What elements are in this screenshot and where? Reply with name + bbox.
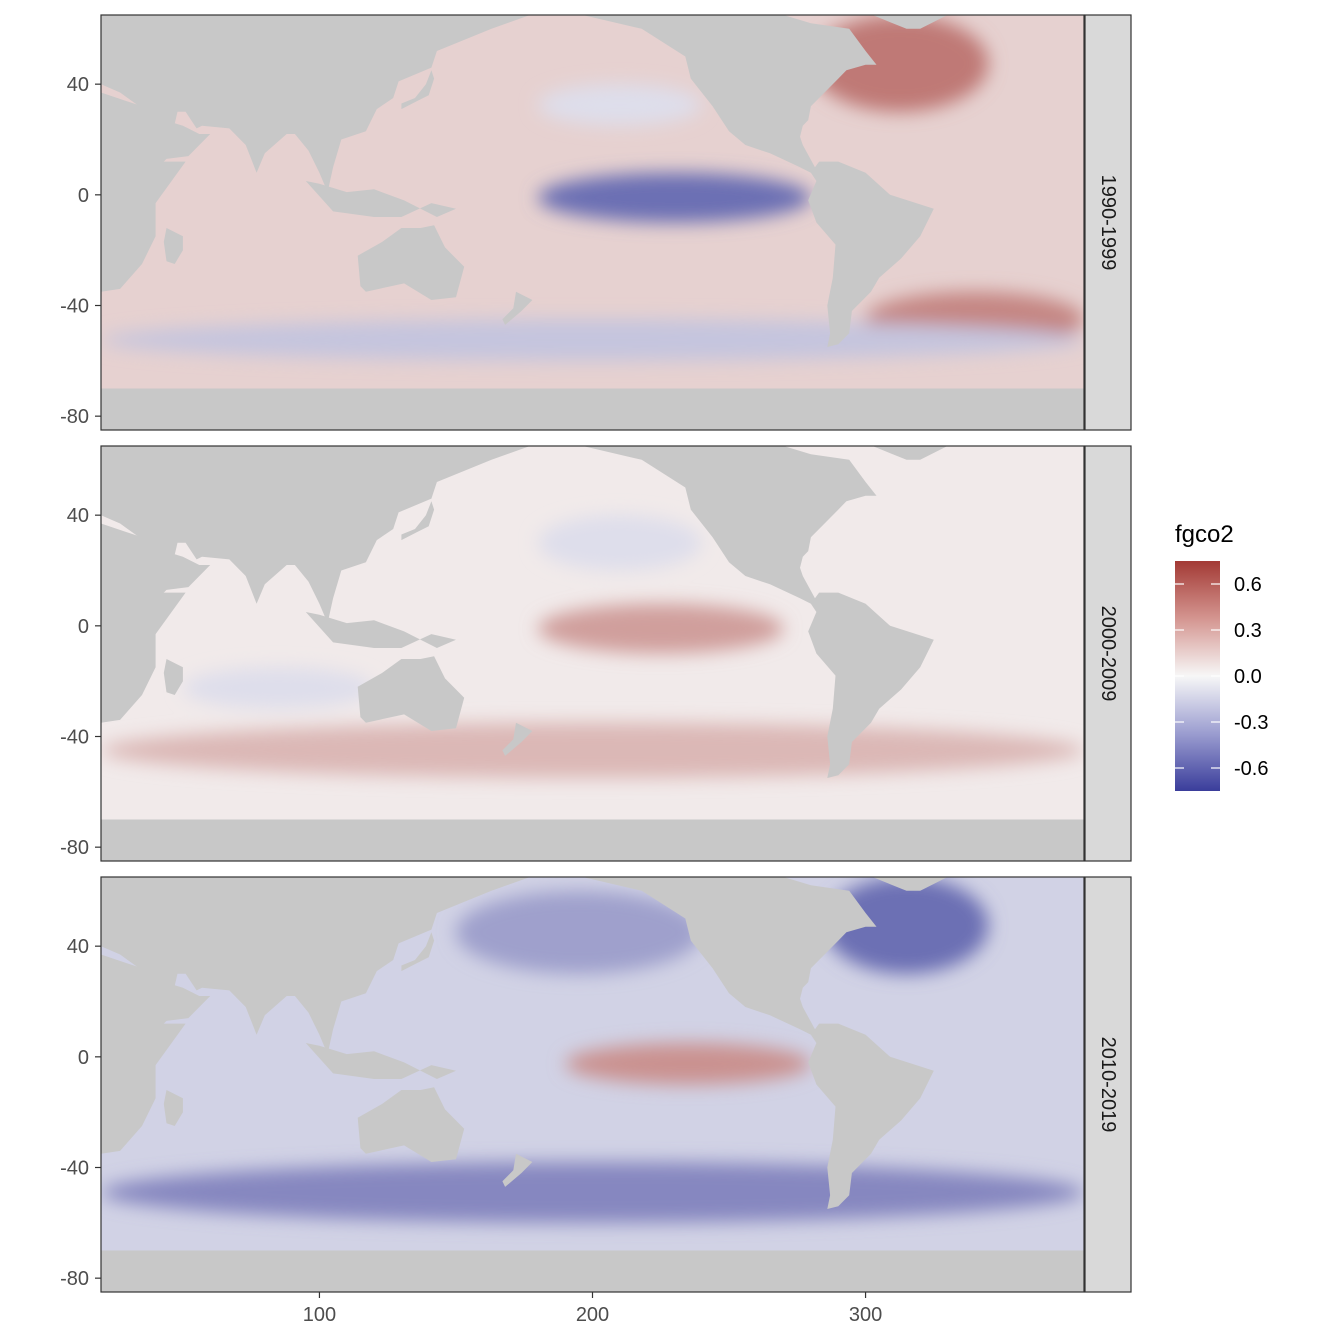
land-north-america [582,877,877,1035]
y-tick-label: 0 [78,616,89,638]
facet-panel: 40 0 -40 -80 2000-2009 [60,445,1132,862]
y-tick-label: 40 [67,74,89,96]
colorbar-tick-label: 0.3 [1234,620,1262,642]
land-australia [357,1087,465,1162]
anomaly-region [101,1161,1084,1223]
land-new-zealand [502,291,533,325]
y-tick-label: -80 [60,1268,89,1290]
land-africa [101,954,186,1154]
facet-panel: 40 0 -40 -80 1990-1999 [60,14,1132,431]
land-south-america [808,592,934,778]
land-antarctica [101,819,1084,861]
land-arabia-mask [139,111,211,159]
x-tick-label: 300 [849,1304,882,1326]
land-eurasia [101,446,531,624]
facet-panel: 40 0 -40 -80 2010-2019 [60,876,1132,1293]
y-tick-label: -40 [60,1158,89,1180]
land-greenland [872,15,948,29]
y-tick-label: -80 [60,837,89,859]
land-arabia-mask [139,973,211,1021]
x-tick-label: 200 [576,1304,609,1326]
land-south-america [808,161,934,347]
facet-strip [1084,14,1132,431]
colorbar-tick-label: -0.3 [1234,712,1268,734]
land-new-zealand [502,722,533,756]
y-tick-label: -40 [60,296,89,318]
land-indonesia [305,181,456,217]
land-indonesia [305,612,456,648]
land-arabia-mask [139,542,211,590]
land-antarctica [101,1250,1084,1292]
legend-title: fgco2 [1175,521,1234,548]
y-tick-label: -40 [60,727,89,749]
anomaly-region [455,890,702,974]
anomaly-region [537,515,702,571]
land-new-zealand [502,1153,533,1187]
land-antarctica [101,388,1084,430]
y-tick-label: 40 [67,936,89,958]
facet-panels: 40 0 -40 -80 1990-1999 40 0 -40 -80 2000-2009 40 0 -… [60,14,1132,1293]
panel-border [100,445,1085,862]
land-eurasia [101,877,531,1055]
land-indonesia [305,1043,456,1079]
facet-strip [1084,876,1132,1293]
land-mask [101,877,1084,1292]
facet-strip-label: 2010-2019 [1097,1037,1119,1133]
colorbar-legend: fgco2 0.6 0.3 0.0 -0.3 -0.6 [1175,521,1268,791]
land-madagascar [163,659,183,695]
land-australia [357,225,465,300]
land-mask [101,446,1084,861]
y-tick-label: 40 [67,505,89,527]
land-australia [357,656,465,731]
land-japan [401,70,435,110]
land-greenland [872,446,948,460]
y-tick-label: 0 [78,185,89,207]
facet-strip-label: 2000-2009 [1097,606,1119,702]
land-greenland [872,877,948,891]
colorbar-tick-label: 0.0 [1234,666,1262,688]
land-south-america [808,1023,934,1209]
land-madagascar [163,1090,183,1126]
anomaly-region [537,603,784,654]
panel-border [100,14,1085,431]
anomaly-region [537,172,811,223]
facet-strip-label: 1990-1999 [1097,175,1119,271]
colorbar-tick-label: -0.6 [1234,758,1268,780]
anomaly-region [537,84,702,126]
y-tick-label: 0 [78,1047,89,1069]
anomaly-region [565,1043,811,1085]
facet-strip [1084,445,1132,862]
land-mask [101,15,1084,430]
land-africa [101,523,186,723]
anomaly-region [824,877,989,974]
land-madagascar [163,228,183,264]
anomaly-region [182,667,375,709]
land-eurasia [101,15,531,193]
land-japan [401,932,435,972]
land-japan [401,501,435,541]
colorbar-tick-label: 0.6 [1234,574,1262,596]
x-tick-label: 100 [303,1304,336,1326]
land-africa [101,92,186,292]
y-tick-label: -80 [60,406,89,428]
land-north-america [582,446,877,604]
anomaly-region [101,319,1084,361]
anomaly-region [101,722,1084,778]
land-north-america [582,15,877,173]
x-axis: 100 200 300 [303,1292,882,1326]
